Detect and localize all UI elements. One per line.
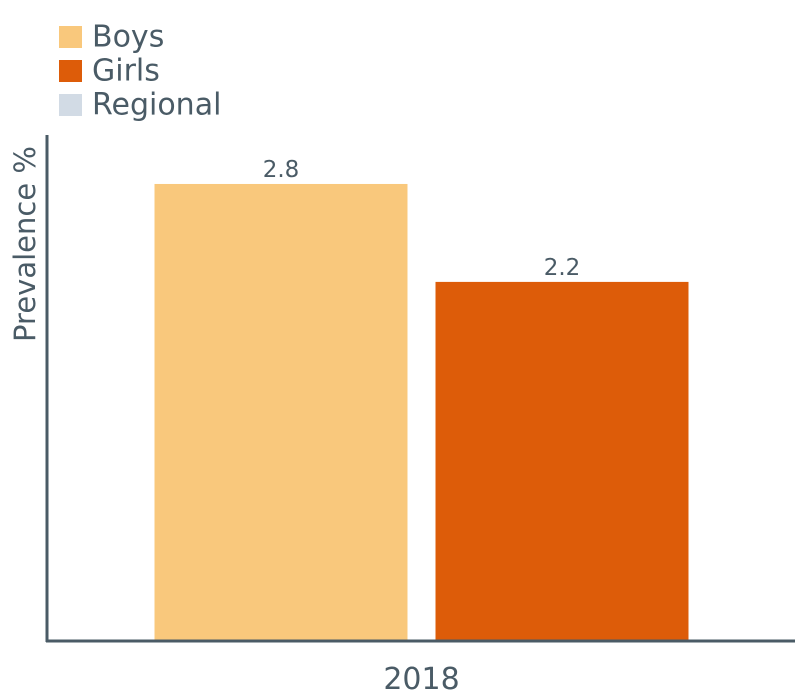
- value-labels-group: 2.8 2.2: [263, 157, 581, 281]
- legend-swatch-regional: [59, 94, 82, 116]
- value-label-boys-2018: 2.8: [263, 157, 300, 183]
- bar-boys-2018: [154, 183, 408, 641]
- y-axis-title: Prevalence %: [8, 146, 42, 342]
- x-tick-label-2018: 2018: [383, 662, 459, 697]
- value-label-girls-2018: 2.2: [544, 255, 581, 281]
- legend-label-boys: Boys: [92, 20, 164, 55]
- legend-swatch-girls: [59, 60, 82, 82]
- legend-label-girls: Girls: [92, 54, 160, 89]
- x-tick-labels-group: 2018: [383, 662, 459, 697]
- legend-swatch-boys: [59, 26, 82, 48]
- bars-group: [154, 183, 689, 641]
- bar-girls-2018: [435, 281, 689, 641]
- legend-label-regional: Regional: [92, 88, 221, 123]
